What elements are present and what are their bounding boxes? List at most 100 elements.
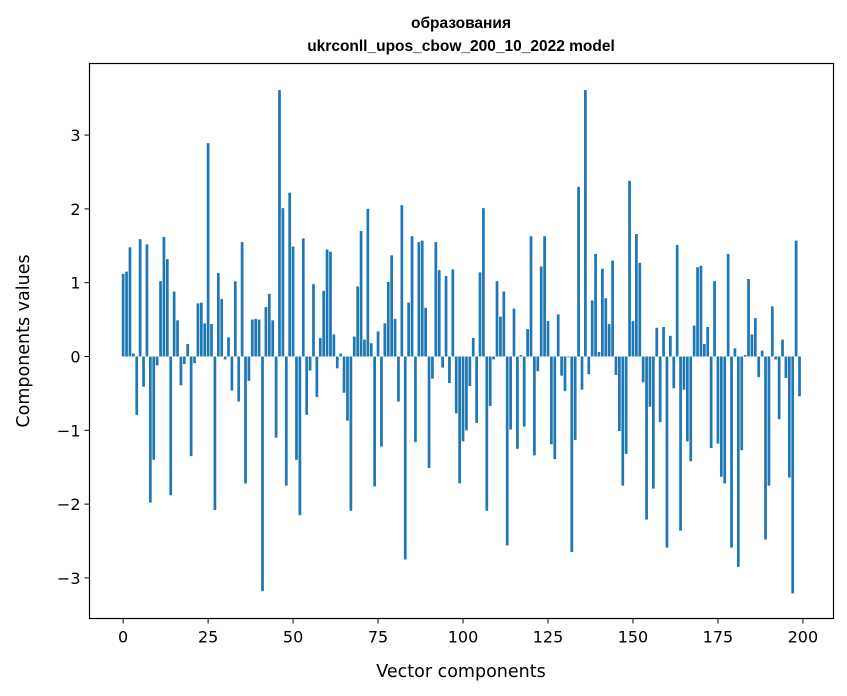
bar: [764, 356, 767, 540]
bar: [723, 356, 727, 484]
bar: [369, 343, 373, 357]
x-tick-label: 75: [368, 628, 388, 647]
bar: [580, 356, 584, 390]
bar: [743, 355, 747, 357]
bar: [533, 356, 536, 456]
bar: [777, 356, 781, 420]
bar: [736, 356, 740, 567]
bar: [295, 356, 298, 460]
y-axis-ticks: −3 −2 −1 0 1 2 3: [57, 126, 90, 588]
bar: [669, 335, 672, 357]
bar: [169, 356, 173, 496]
bar: [420, 240, 424, 357]
chart-title-line1: образования: [411, 15, 511, 32]
bar: [189, 356, 193, 457]
bar: [179, 356, 183, 386]
bar: [281, 208, 285, 357]
bar: [492, 356, 495, 360]
bar: [182, 356, 186, 364]
bar: [199, 302, 203, 357]
bar: [770, 306, 774, 357]
bar: [621, 356, 625, 486]
bar: [719, 356, 723, 477]
bar: [465, 356, 468, 431]
bar: [210, 324, 213, 357]
bar: [556, 314, 560, 357]
bar: [352, 336, 356, 357]
bar: [702, 343, 706, 357]
bar: [631, 321, 635, 357]
bar: [747, 279, 750, 357]
bar: [414, 356, 417, 443]
bar: [587, 356, 591, 375]
y-tick-label: 2: [70, 200, 80, 219]
bar: [784, 356, 788, 378]
x-tick-label: 200: [788, 628, 819, 647]
bar: [121, 273, 125, 357]
x-tick-label: 50: [283, 628, 303, 647]
y-tick-label: −1: [57, 421, 81, 440]
bar: [611, 260, 614, 357]
bar: [349, 356, 353, 511]
bar: [424, 307, 427, 357]
bar: [699, 265, 703, 357]
bar: [604, 298, 608, 357]
x-axis-ticks: 0 25 50 75 100 125 150 175 200: [118, 618, 819, 647]
bar: [536, 356, 540, 372]
bar: [624, 356, 628, 454]
bar: [162, 236, 166, 357]
bar: [750, 334, 754, 357]
bar: [186, 343, 190, 357]
bar: [495, 281, 499, 357]
bars-group: [121, 90, 801, 594]
bar: [658, 356, 662, 423]
bar: [675, 245, 679, 357]
bar: [271, 320, 275, 357]
plot-frame: [88, 62, 835, 620]
bar: [757, 356, 761, 378]
bar: [291, 246, 295, 357]
bar: [312, 284, 315, 357]
bar: [142, 356, 145, 387]
bar: [152, 356, 156, 460]
bar: [488, 356, 492, 406]
bar: [318, 338, 322, 357]
bar: [193, 356, 196, 364]
bar: [733, 348, 737, 357]
bar: [570, 356, 574, 553]
bar: [448, 356, 451, 384]
bar: [254, 318, 258, 357]
bar: [322, 290, 326, 357]
bar: [645, 356, 648, 520]
bar: [682, 356, 686, 390]
bar: [461, 356, 465, 442]
bar: [417, 242, 421, 357]
bar: [227, 337, 230, 357]
bar: [597, 352, 601, 357]
bar: [781, 339, 784, 357]
bar: [679, 356, 682, 531]
bar: [573, 356, 577, 440]
bar: [730, 356, 733, 548]
bar: [315, 356, 319, 398]
bar: [546, 321, 550, 357]
bar: [278, 90, 281, 357]
y-tick-label: 0: [70, 347, 80, 366]
bar: [662, 326, 665, 357]
bar: [342, 356, 346, 393]
bar: [706, 326, 710, 357]
bar: [502, 291, 506, 357]
bar: [478, 272, 482, 357]
bar: [250, 319, 254, 357]
bar: [512, 308, 516, 357]
bar: [216, 273, 220, 357]
bar: [220, 298, 224, 357]
x-axis-label: Vector components: [376, 662, 545, 682]
bar: [288, 192, 292, 357]
bar: [356, 286, 360, 357]
bar: [427, 356, 431, 468]
bar: [648, 356, 652, 407]
bar: [522, 356, 526, 427]
bar: [553, 356, 557, 460]
